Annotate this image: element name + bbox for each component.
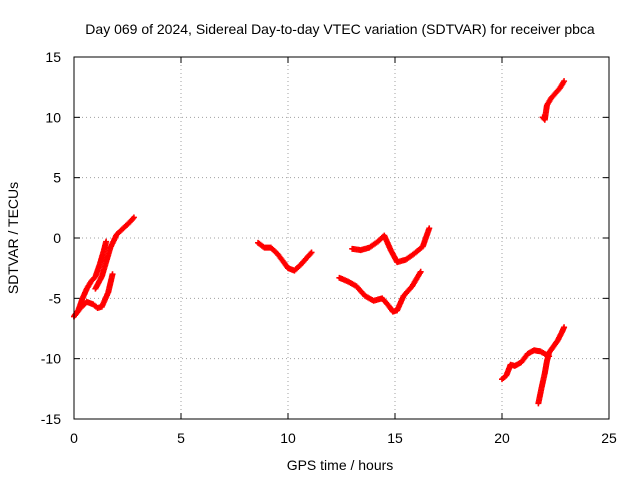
plot-frame <box>73 56 610 420</box>
y-tick-label: 10 <box>45 109 61 125</box>
axis-ticks: 0 5 10 15 20 25 -15 -10 -5 0 5 10 15 <box>41 49 617 446</box>
x-tick-label: 15 <box>387 430 403 446</box>
data-point <box>561 324 568 331</box>
series-arc2 <box>71 271 116 320</box>
grid <box>74 57 609 419</box>
data-point <box>308 249 315 256</box>
x-tick-label: 25 <box>601 430 617 446</box>
series-arc5 <box>336 268 424 315</box>
chart-title: Day 069 of 2024, Sidereal Day-to-day VTE… <box>85 21 595 37</box>
x-tick-label: 0 <box>70 430 78 446</box>
y-tick-label: 0 <box>53 230 61 246</box>
y-tick-label: -15 <box>41 411 61 427</box>
y-tick-label: -5 <box>49 290 62 306</box>
series-arc4 <box>255 239 315 274</box>
x-axis-label: GPS time / hours <box>287 457 394 473</box>
data-point <box>109 271 116 278</box>
y-tick-label: 5 <box>53 170 61 186</box>
data-point <box>103 238 110 245</box>
x-tick-label: 5 <box>177 430 185 446</box>
data-point <box>561 78 568 85</box>
series-arc7 <box>539 78 568 123</box>
x-tick-label: 20 <box>494 430 510 446</box>
data-marks <box>71 78 568 407</box>
series-arc3 <box>92 214 137 292</box>
x-tick-label: 10 <box>280 430 296 446</box>
data-point <box>130 214 137 221</box>
y-tick-label: 15 <box>45 49 61 65</box>
series-arc8 <box>499 347 553 383</box>
data-point <box>417 268 424 275</box>
y-tick-label: -10 <box>41 351 61 367</box>
series-arc6 <box>349 225 433 266</box>
series-arc9 <box>535 324 568 407</box>
y-axis-label: SDTVAR / TECUs <box>5 182 21 294</box>
data-point <box>426 225 433 232</box>
